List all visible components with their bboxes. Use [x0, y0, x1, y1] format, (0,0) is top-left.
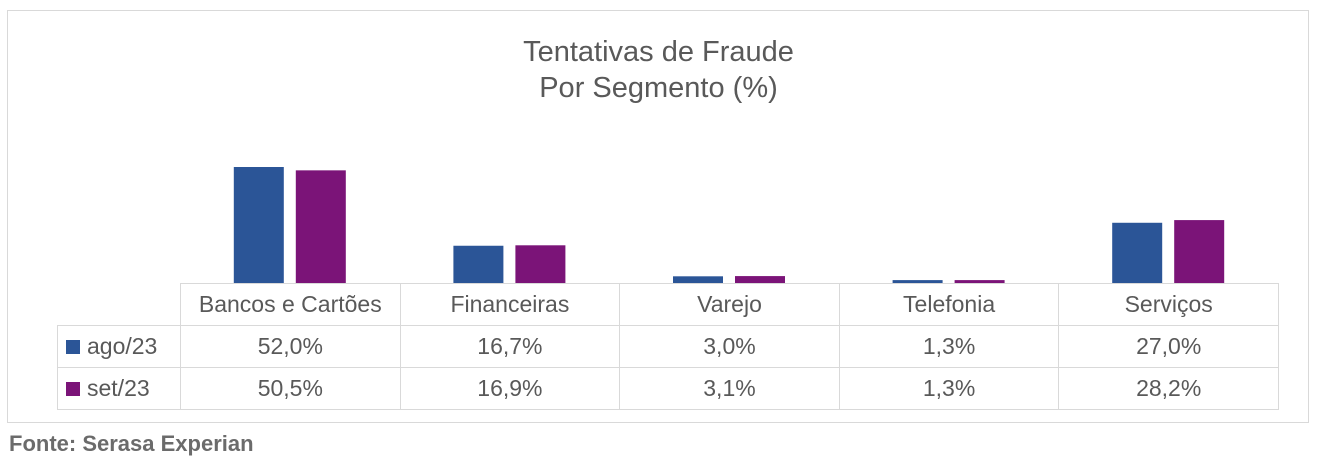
legend-label: ago/23 [87, 333, 158, 359]
data-label: 28,2% [1058, 367, 1279, 410]
category-label: Bancos e Cartões [180, 283, 401, 326]
legend-label: set/23 [87, 375, 150, 401]
data-label: 1,3% [838, 367, 1060, 410]
legend-entry: ago/23 [57, 325, 181, 368]
legend-swatch [66, 339, 80, 354]
data-label: 16,9% [399, 367, 621, 410]
bar-ago-23-2 [673, 276, 723, 283]
data-label: 3,1% [619, 367, 840, 410]
chart-title: Tentativas de Fraude Por Segmento (%) [0, 34, 1317, 106]
bar-set-23-3 [954, 280, 1005, 283]
data-label: 1,3% [838, 325, 1060, 368]
category-label: Varejo [619, 283, 840, 326]
bar-set-23-2 [735, 276, 785, 283]
bar-ago-23-0 [233, 167, 284, 283]
data-label: 16,7% [399, 325, 621, 368]
data-label: 3,0% [619, 325, 840, 368]
bar-ago-23-1 [453, 245, 504, 283]
legend-entry: set/23 [57, 367, 181, 410]
chart-title-line-1: Tentativas de Fraude [523, 36, 794, 68]
data-label: 52,0% [180, 325, 401, 368]
bar-set-23-1 [515, 245, 566, 283]
bar-ago-23-4 [1112, 222, 1163, 283]
bar-set-23-4 [1174, 220, 1225, 283]
data-label: 27,0% [1058, 325, 1279, 368]
chart-frame [7, 10, 1309, 423]
bar-ago-23-3 [892, 280, 943, 283]
legend-swatch [66, 381, 80, 396]
bar-set-23-0 [295, 170, 346, 283]
category-label: Serviços [1058, 283, 1279, 326]
category-label: Telefonia [838, 283, 1060, 326]
chart-title-line-2: Por Segmento (%) [539, 72, 778, 104]
category-label: Financeiras [399, 283, 621, 326]
source-note: Fonte: Serasa Experian [9, 431, 254, 456]
data-label: 50,5% [180, 367, 401, 410]
